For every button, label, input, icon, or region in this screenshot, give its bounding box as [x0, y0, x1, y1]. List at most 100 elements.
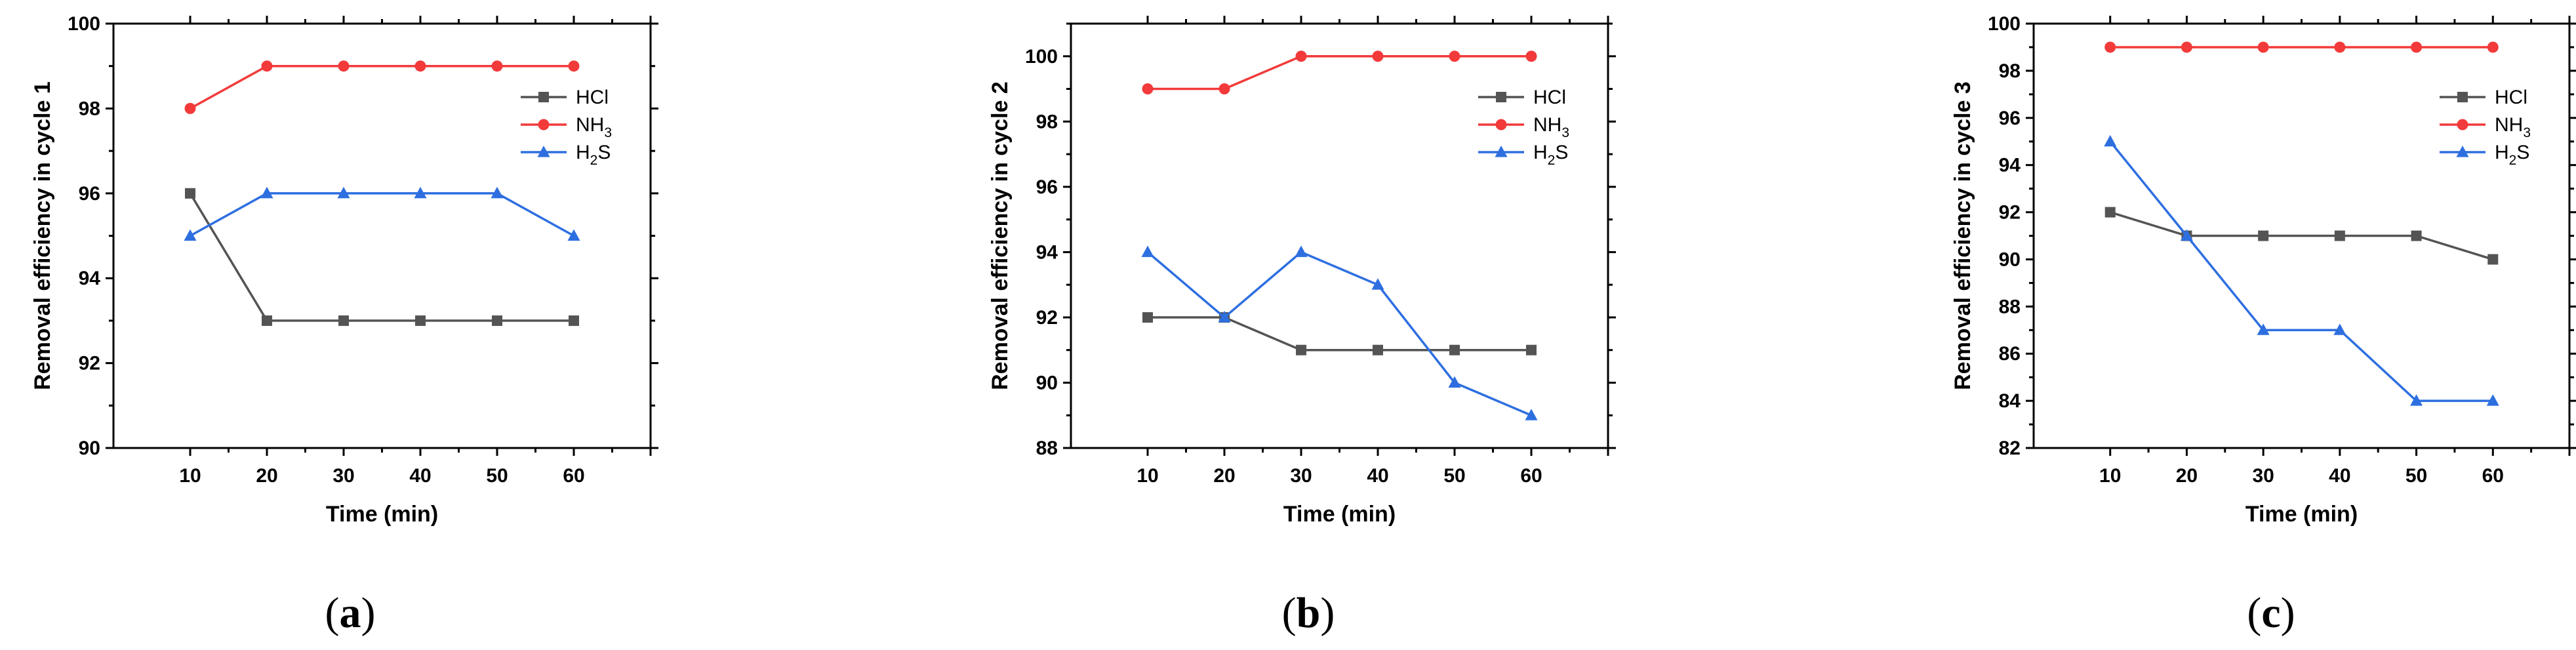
x-tick-label: 10	[2099, 465, 2121, 487]
data-point-H2S	[1141, 245, 1154, 257]
y-tick-label: 94	[1036, 241, 1058, 263]
data-point-NH3	[261, 60, 273, 72]
legend-marker	[538, 119, 550, 131]
data-point-NH3	[2487, 41, 2499, 53]
legend-entry-NH3: NH3	[2440, 114, 2531, 140]
data-point-HCl	[2411, 230, 2422, 241]
data-point-NH3	[414, 60, 426, 72]
x-tick-label: 20	[1213, 465, 1235, 487]
x-axis-title: Time (min)	[1283, 502, 1396, 527]
data-point-NH3	[2334, 41, 2346, 53]
data-point-NH3	[2411, 41, 2423, 53]
series-line-NH3	[190, 64, 574, 110]
data-point-H2S	[184, 229, 197, 241]
legend-marker	[2457, 92, 2468, 102]
legend-entry-HCl: HCl	[2440, 87, 2527, 108]
y-tick-label: 94	[79, 268, 101, 289]
data-point-HCl	[2487, 254, 2499, 265]
series-H2S	[184, 186, 580, 241]
series-HCl	[185, 188, 579, 326]
panel-label-c: (c)	[2247, 589, 2295, 637]
x-tick-label: 40	[1367, 465, 1388, 487]
data-point-H2S	[2333, 323, 2346, 335]
series-line-H2S	[1146, 251, 1532, 416]
data-point-H2S	[2486, 394, 2499, 406]
legend-entry-NH3: NH3	[1478, 114, 1569, 140]
data-point-NH3	[1449, 51, 1460, 62]
legend-label: H2S	[2495, 142, 2529, 168]
x-tick-label: 50	[486, 465, 508, 487]
y-tick-label: 90	[79, 437, 100, 459]
data-point-H2S	[1218, 310, 1231, 323]
data-point-HCl	[338, 315, 349, 326]
series-HCl	[1142, 312, 1537, 355]
data-point-HCl	[1449, 344, 1460, 355]
data-point-NH3	[491, 60, 503, 72]
data-point-NH3	[1142, 83, 1154, 95]
data-point-NH3	[568, 60, 580, 72]
legend-marker	[2457, 119, 2468, 131]
legend-marker	[537, 146, 550, 157]
panel-label-a: (a)	[325, 589, 376, 637]
x-tick-label: 10	[1137, 465, 1158, 487]
legend-label: NH3	[2495, 114, 2531, 140]
data-point-H2S	[260, 186, 273, 199]
y-tick-label: 92	[79, 353, 100, 375]
legend-entry-HCl: HCl	[521, 87, 609, 108]
legend-label: NH3	[1533, 114, 1569, 140]
legend-label: HCl	[576, 87, 609, 108]
data-point-HCl	[1296, 344, 1306, 355]
legend-marker	[1495, 146, 1508, 157]
y-tick-label: 92	[1999, 202, 2021, 224]
data-point-H2S	[567, 229, 580, 241]
y-tick-label: 90	[1999, 249, 2021, 270]
data-point-HCl	[2334, 230, 2345, 241]
y-tick-label: 96	[79, 183, 100, 205]
y-tick-label: 96	[1036, 176, 1058, 198]
x-tick-label: 30	[332, 465, 354, 487]
data-point-NH3	[2181, 41, 2192, 53]
data-point-NH3	[338, 60, 350, 72]
y-tick-label: 96	[1999, 108, 2021, 129]
legend-marker	[1496, 92, 1506, 102]
legend-entry-H2S: H2S	[1478, 142, 1568, 168]
series-NH3	[184, 60, 580, 114]
legend-marker	[538, 92, 549, 102]
series-line-NH3	[1148, 55, 1531, 91]
y-tick-label: 98	[1036, 111, 1058, 132]
data-point-HCl	[492, 315, 502, 326]
legend-label: NH3	[576, 114, 612, 140]
legend-label: H2S	[576, 142, 611, 168]
data-point-HCl	[1142, 312, 1153, 323]
x-tick-label: 40	[409, 465, 431, 487]
data-point-HCl	[2104, 207, 2116, 218]
y-tick-label: 98	[1999, 60, 2021, 82]
data-point-HCl	[569, 315, 579, 326]
data-point-HCl	[1526, 344, 1537, 355]
chart-panel-b: 88 90 92 94 96 98 100 10 20 30 40 50 60 Time (min) Rem…	[988, 16, 1616, 527]
x-tick-label: 20	[256, 465, 277, 487]
series-NH3	[2104, 41, 2499, 53]
x-tick-label: 20	[2176, 465, 2198, 487]
data-point-H2S	[2104, 134, 2117, 147]
legend-entry-NH3: NH3	[521, 114, 612, 140]
legend-label: H2S	[1533, 142, 1568, 168]
series-HCl	[2104, 207, 2499, 265]
data-point-H2S	[2410, 394, 2423, 406]
data-point-NH3	[184, 102, 196, 114]
data-point-H2S	[337, 186, 350, 199]
data-point-HCl	[1373, 344, 1383, 355]
legend-label: HCl	[2495, 87, 2527, 108]
x-tick-label: 60	[2482, 465, 2504, 487]
y-tick-label: 88	[1999, 296, 2021, 317]
x-tick-label: 50	[2405, 465, 2427, 487]
x-tick-label: 60	[1520, 465, 1542, 487]
series-NH3	[1142, 51, 1537, 95]
y-tick-label: 98	[79, 98, 100, 119]
y-tick-label: 88	[1036, 437, 1058, 459]
data-point-H2S	[414, 186, 427, 199]
y-tick-label: 100	[1025, 46, 1058, 68]
legend-label: HCl	[1533, 87, 1566, 108]
data-point-H2S	[2180, 229, 2193, 241]
